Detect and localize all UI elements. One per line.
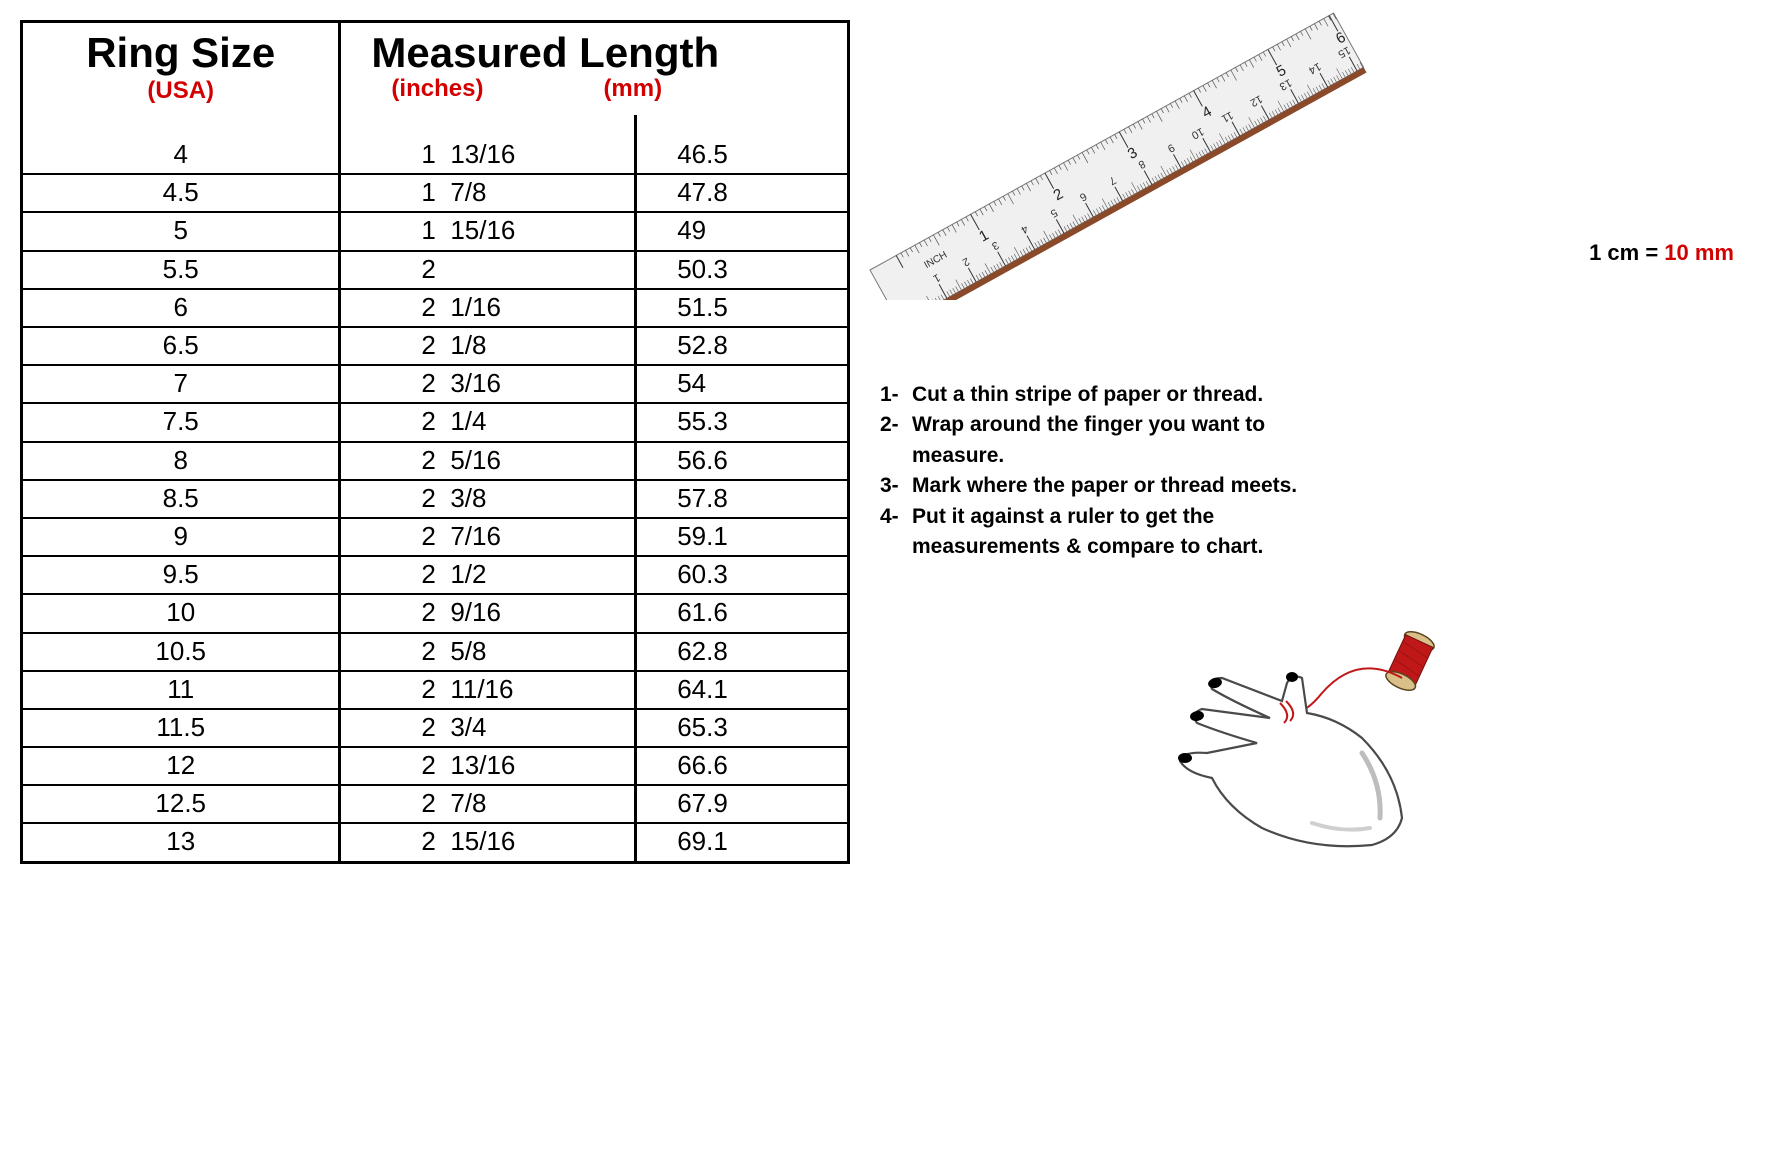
table-row: 10.52 5/862.8 xyxy=(23,633,847,671)
conversion-note: 1 cm = 10 mm xyxy=(1589,240,1734,266)
cell-mm: 50.3 xyxy=(636,251,847,289)
unit-inches: (inches) xyxy=(391,75,483,103)
table-row: 51 15/1649 xyxy=(23,212,847,250)
table-row: 41 13/1646.5 xyxy=(23,115,847,174)
table-row: 92 7/1659.1 xyxy=(23,518,847,556)
cell-size: 12 xyxy=(23,747,340,785)
col2-title: Measured Length xyxy=(351,31,837,75)
cell-inches: 2 5/16 xyxy=(340,442,636,480)
cell-inches: 2 5/8 xyxy=(340,633,636,671)
cell-size: 4 xyxy=(23,115,340,174)
unit-mm: (mm) xyxy=(603,75,662,103)
col1-title: Ring Size xyxy=(33,31,328,75)
cell-mm: 60.3 xyxy=(636,556,847,594)
ring-size-table: Ring Size (USA) Measured Length (inches)… xyxy=(20,20,850,864)
cell-size: 6.5 xyxy=(23,327,340,365)
cell-inches: 2 7/8 xyxy=(340,785,636,823)
cell-mm: 64.1 xyxy=(636,671,847,709)
cell-inches: 2 xyxy=(340,251,636,289)
cell-size: 11.5 xyxy=(23,709,340,747)
cell-mm: 55.3 xyxy=(636,403,847,441)
cell-size: 10.5 xyxy=(23,633,340,671)
cell-size: 7 xyxy=(23,365,340,403)
table-row: 112 11/1664.1 xyxy=(23,671,847,709)
cell-mm: 52.8 xyxy=(636,327,847,365)
cell-mm: 66.6 xyxy=(636,747,847,785)
cell-size: 9.5 xyxy=(23,556,340,594)
cell-mm: 56.6 xyxy=(636,442,847,480)
cell-inches: 2 13/16 xyxy=(340,747,636,785)
cell-size: 6 xyxy=(23,289,340,327)
col1-subtitle: (USA) xyxy=(33,77,328,105)
cell-inches: 2 1/16 xyxy=(340,289,636,327)
cell-inches: 2 1/2 xyxy=(340,556,636,594)
cell-size: 4.5 xyxy=(23,174,340,212)
table-row: 9.52 1/260.3 xyxy=(23,556,847,594)
cell-inches: 2 3/8 xyxy=(340,480,636,518)
cell-mm: 47.8 xyxy=(636,174,847,212)
cell-mm: 69.1 xyxy=(636,823,847,860)
instruction-step: 3-Mark where the paper or thread meets. xyxy=(880,471,1764,501)
table-row: 102 9/1661.6 xyxy=(23,594,847,632)
table-row: 8.52 3/857.8 xyxy=(23,480,847,518)
instructions-list: 1-Cut a thin stripe of paper or thread.2… xyxy=(880,380,1764,563)
cell-mm: 51.5 xyxy=(636,289,847,327)
cell-mm: 62.8 xyxy=(636,633,847,671)
table-row: 12.52 7/867.9 xyxy=(23,785,847,823)
cell-inches: 2 1/4 xyxy=(340,403,636,441)
cell-mm: 59.1 xyxy=(636,518,847,556)
cell-size: 9 xyxy=(23,518,340,556)
cell-inches: 2 9/16 xyxy=(340,594,636,632)
instruction-step: 2-Wrap around the finger you want to xyxy=(880,410,1764,440)
cell-size: 10 xyxy=(23,594,340,632)
cell-mm: 54 xyxy=(636,365,847,403)
cell-size: 8.5 xyxy=(23,480,340,518)
table-row: 5.5250.3 xyxy=(23,251,847,289)
cell-mm: 65.3 xyxy=(636,709,847,747)
table-row: 62 1/1651.5 xyxy=(23,289,847,327)
cell-mm: 61.6 xyxy=(636,594,847,632)
instruction-step-cont: measure. xyxy=(880,441,1764,471)
cell-mm: 49 xyxy=(636,212,847,250)
cell-size: 11 xyxy=(23,671,340,709)
cell-size: 5.5 xyxy=(23,251,340,289)
cell-mm: 57.8 xyxy=(636,480,847,518)
table-row: 11.52 3/465.3 xyxy=(23,709,847,747)
hand-illustration xyxy=(880,623,1764,863)
cell-inches: 2 3/4 xyxy=(340,709,636,747)
instruction-step: 1-Cut a thin stripe of paper or thread. xyxy=(880,380,1764,410)
table-row: 82 5/1656.6 xyxy=(23,442,847,480)
cell-mm: 46.5 xyxy=(636,115,847,174)
cell-inches: 1 7/8 xyxy=(340,174,636,212)
ruler-illustration: INCH 1 2 3 4 5 6 123456789101112131415 1… xyxy=(880,20,1764,320)
table-row: 6.52 1/852.8 xyxy=(23,327,847,365)
side-panel: INCH 1 2 3 4 5 6 123456789101112131415 1… xyxy=(880,20,1764,864)
conversion-value: 10 mm xyxy=(1664,240,1734,265)
cell-size: 7.5 xyxy=(23,403,340,441)
table-row: 122 13/1666.6 xyxy=(23,747,847,785)
table-row: 72 3/1654 xyxy=(23,365,847,403)
cell-inches: 2 11/16 xyxy=(340,671,636,709)
cell-inches: 1 15/16 xyxy=(340,212,636,250)
table-row: 4.51 7/847.8 xyxy=(23,174,847,212)
cell-inches: 1 13/16 xyxy=(340,115,636,174)
instruction-step: 4-Put it against a ruler to get the xyxy=(880,502,1764,532)
cell-size: 8 xyxy=(23,442,340,480)
cell-size: 12.5 xyxy=(23,785,340,823)
table-row: 132 15/1669.1 xyxy=(23,823,847,860)
cell-inches: 2 15/16 xyxy=(340,823,636,860)
cell-size: 13 xyxy=(23,823,340,860)
cell-inches: 2 1/8 xyxy=(340,327,636,365)
instruction-step-cont: measurements & compare to chart. xyxy=(880,532,1764,562)
cell-inches: 2 3/16 xyxy=(340,365,636,403)
cell-mm: 67.9 xyxy=(636,785,847,823)
table-row: 7.52 1/455.3 xyxy=(23,403,847,441)
cell-size: 5 xyxy=(23,212,340,250)
cell-inches: 2 7/16 xyxy=(340,518,636,556)
conversion-prefix: 1 cm = xyxy=(1589,240,1664,265)
